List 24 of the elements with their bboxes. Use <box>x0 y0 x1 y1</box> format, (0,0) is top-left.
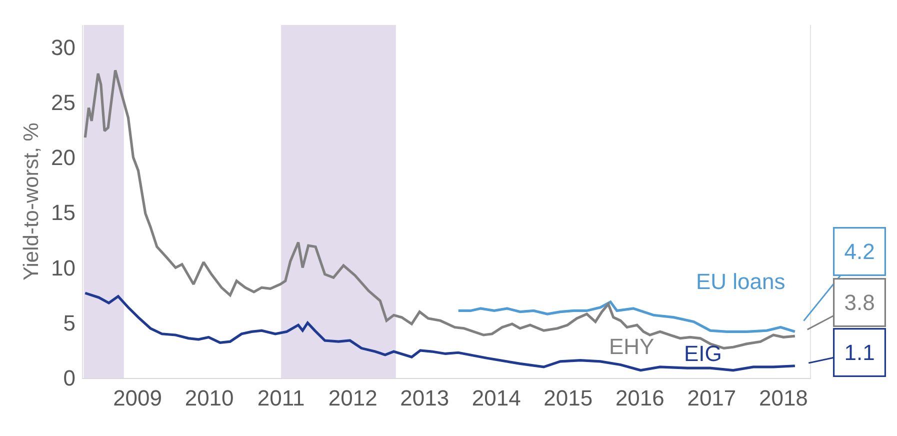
x-tick-label: 2014 <box>472 386 521 410</box>
x-tick-label: 2009 <box>113 386 162 410</box>
series-label: EU loans <box>696 269 786 294</box>
y-tick-label: 20 <box>51 145 76 170</box>
x-tick-label: 2017 <box>687 386 736 410</box>
x-tick-label: 2012 <box>328 386 378 410</box>
data-label: 3.8 <box>844 290 875 316</box>
series-label: EHY <box>609 334 655 359</box>
x-tick-label: 2010 <box>184 386 234 410</box>
x-tick-label: 2018 <box>758 386 808 410</box>
y-tick-label: 25 <box>51 90 76 115</box>
x-tick-label: 2011 <box>257 386 305 410</box>
y-tick-label: 10 <box>51 255 76 280</box>
data-label: 4.2 <box>844 239 875 264</box>
y-axis-title: Yield-to-worst, % <box>20 122 44 280</box>
y-tick-label: 30 <box>51 34 76 60</box>
x-tick-label: 2015 <box>544 386 593 410</box>
series-label: EIG <box>684 341 722 366</box>
data-label: 1.1 <box>844 340 875 366</box>
y-tick-label: 5 <box>63 310 76 336</box>
x-tick-label: 2013 <box>400 386 450 410</box>
y-tick-label: 0 <box>63 366 76 391</box>
y-tick-label: 15 <box>51 200 76 226</box>
x-tick-label: 2016 <box>615 386 664 410</box>
